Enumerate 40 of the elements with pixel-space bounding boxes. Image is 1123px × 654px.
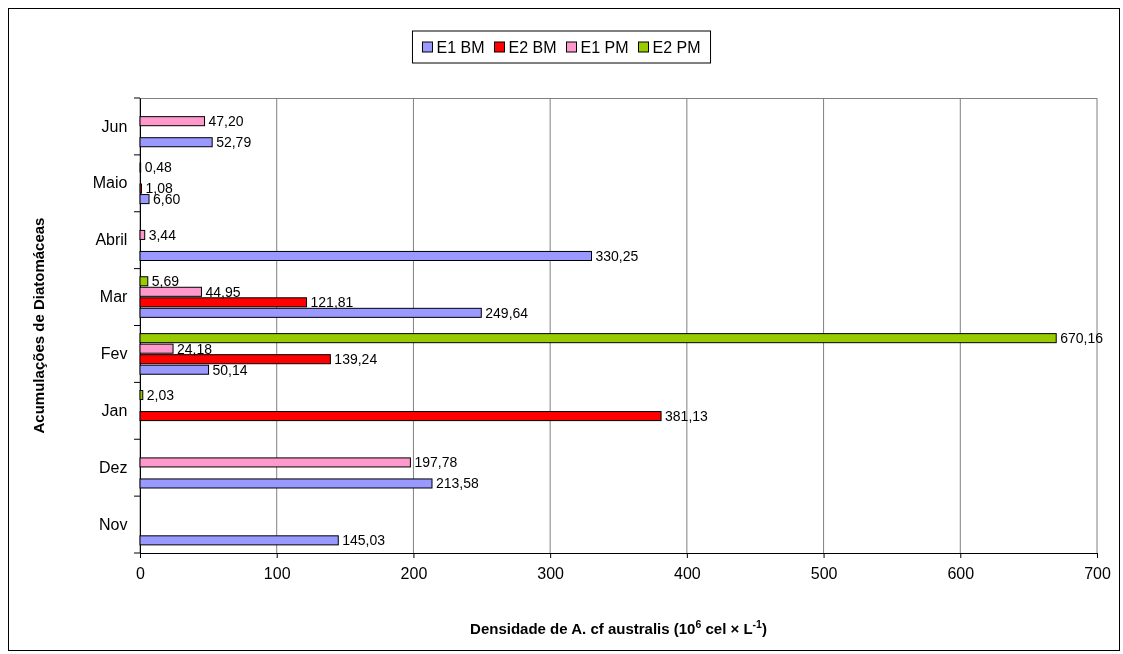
data-label: 50,14 bbox=[212, 361, 248, 378]
x-axis-title: Densidade de A. cf australis (10$^{6}$ cel × L$^{-1}$) bbox=[470, 618, 767, 637]
data-label: 121,81 bbox=[310, 294, 354, 311]
data-label: 0,48 bbox=[144, 159, 173, 176]
x-tick-label: 500 bbox=[810, 564, 838, 582]
data-label: 47,20 bbox=[208, 113, 244, 130]
data-label: 670,16 bbox=[1060, 330, 1104, 347]
legend-label: E1 BM bbox=[436, 38, 485, 56]
data-label: 44,95 bbox=[205, 283, 241, 300]
x-tick-label: 200 bbox=[400, 564, 428, 582]
legend-label: E2 BM bbox=[508, 38, 557, 56]
x-tick-label: 300 bbox=[537, 564, 565, 582]
data-label: 3,44 bbox=[148, 226, 177, 243]
data-label: 145,03 bbox=[342, 532, 386, 549]
data-label: 330,25 bbox=[595, 247, 639, 264]
y-tick-label: Maio bbox=[92, 174, 128, 192]
data-label: 139,24 bbox=[334, 351, 378, 368]
x-tick-label: 700 bbox=[1084, 564, 1111, 582]
x-tick-label: 100 bbox=[263, 564, 291, 582]
data-label: 5,69 bbox=[151, 273, 180, 290]
y-axis-title: Acumulações de Diatomáceas bbox=[30, 217, 47, 434]
y-tick-label: Mar bbox=[99, 288, 129, 306]
y-tick-label: Nov bbox=[98, 515, 128, 533]
x-tick-label: 400 bbox=[674, 564, 701, 582]
data-label: 381,13 bbox=[665, 407, 709, 424]
data-label: 52,79 bbox=[216, 134, 252, 151]
y-tick-label: Jan bbox=[101, 401, 128, 419]
y-tick-label: Fev bbox=[100, 345, 128, 363]
y-tick-label: Dez bbox=[98, 458, 128, 476]
data-label: 213,58 bbox=[435, 475, 480, 492]
y-tick-label: Abril bbox=[95, 231, 128, 249]
data-label: 24,18 bbox=[177, 340, 213, 357]
y-tick-label: Jun bbox=[101, 117, 128, 135]
data-label: 197,78 bbox=[414, 454, 458, 471]
x-tick-label: 600 bbox=[947, 564, 975, 582]
data-label: 249,64 bbox=[485, 304, 529, 321]
data-label: 2,03 bbox=[146, 386, 175, 403]
legend-label: E2 PM bbox=[652, 38, 701, 56]
legend-label: E1 PM bbox=[580, 38, 629, 56]
x-tick-label: 0 bbox=[136, 564, 146, 582]
